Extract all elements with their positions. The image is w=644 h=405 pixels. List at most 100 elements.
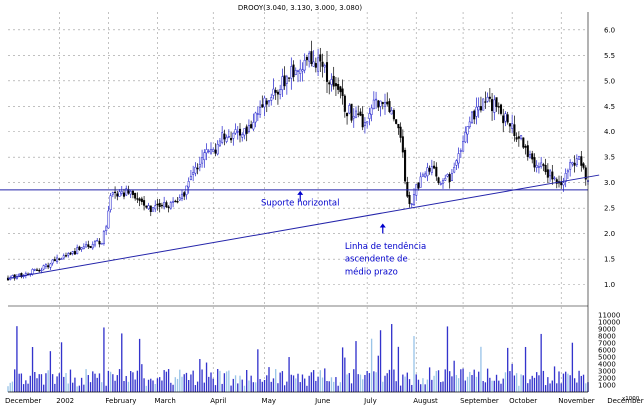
candle-body	[265, 100, 268, 105]
candle-body	[305, 57, 308, 61]
candle-body	[102, 231, 105, 244]
price-tick-label: 2.0	[604, 230, 615, 238]
candle-body	[247, 124, 250, 132]
candle-body	[575, 158, 578, 166]
x-tick-label: June	[314, 397, 330, 405]
candle-body	[6, 277, 10, 281]
candle-body	[116, 193, 119, 197]
candle-body	[230, 137, 233, 141]
candle-body	[424, 173, 427, 178]
annotation-arrowhead	[297, 190, 304, 195]
candle-body	[93, 240, 97, 246]
candle-body	[189, 176, 192, 180]
candle-body	[354, 110, 358, 118]
candle-body	[198, 163, 201, 168]
candle-body	[502, 115, 505, 124]
candle-body	[508, 123, 511, 127]
volume-tick-label: 10000	[598, 319, 620, 327]
candle-body	[285, 76, 288, 84]
candle-body	[20, 273, 23, 278]
candle-body	[259, 107, 262, 115]
candle-body	[542, 164, 545, 166]
candle-body	[38, 270, 41, 272]
candle-body	[339, 86, 342, 93]
candle-body	[511, 123, 514, 129]
candle-body	[236, 131, 239, 133]
candle-body	[227, 136, 230, 138]
candle-body	[158, 203, 161, 208]
candle-body	[513, 124, 516, 136]
candle-body	[165, 202, 168, 208]
candle-body	[292, 64, 295, 78]
candle-body	[267, 100, 271, 103]
candle-body	[163, 202, 166, 208]
candle-body	[89, 245, 92, 249]
x-tick-label: December	[5, 397, 41, 405]
candle-body	[122, 192, 126, 197]
candle-body	[448, 174, 451, 182]
x-tick-label: December	[607, 397, 643, 405]
candle-body	[578, 155, 581, 160]
candle-body	[111, 192, 114, 195]
candle-body	[332, 75, 335, 87]
candle-body	[118, 191, 121, 197]
candle-body	[421, 174, 424, 177]
candle-body	[553, 177, 556, 179]
volume-tick-label: 1000	[598, 382, 616, 390]
candle-body	[477, 106, 480, 111]
candle-body	[437, 177, 440, 184]
candle-body	[270, 97, 273, 101]
candle-body	[87, 244, 90, 247]
candle-body	[386, 101, 389, 105]
candle-body	[276, 91, 279, 95]
candle-body	[13, 274, 16, 279]
candle-body	[334, 83, 337, 87]
candle-body	[234, 129, 237, 134]
candle-body	[520, 135, 523, 139]
candle-body	[446, 174, 449, 177]
candle-body	[428, 167, 431, 172]
candle-body	[359, 111, 362, 116]
candle-body	[96, 239, 99, 242]
volume-bars	[7, 324, 589, 392]
candle-body	[495, 97, 498, 107]
volume-tick-label: 5000	[598, 354, 616, 362]
candle-body	[533, 157, 536, 168]
candle-body	[491, 99, 494, 112]
candle-body	[35, 269, 39, 271]
x-tick-label: September	[460, 397, 499, 405]
candle-body	[488, 96, 491, 99]
candle-body	[245, 126, 248, 134]
annotation-arrowhead	[379, 223, 386, 228]
candle-body	[243, 128, 246, 136]
candle-body	[506, 114, 509, 123]
volume-tick-label: 8000	[598, 333, 616, 341]
candle-body	[196, 167, 199, 170]
candle-body	[566, 170, 569, 173]
candle-body	[156, 203, 159, 206]
candle-body	[573, 162, 576, 166]
trend-line	[7, 174, 600, 279]
volume-tick-label: 2000	[598, 375, 616, 383]
candle-body	[470, 111, 474, 123]
candle-body	[417, 182, 420, 189]
candle-body	[555, 179, 558, 184]
candle-body	[569, 162, 572, 170]
candle-body	[433, 165, 436, 169]
candle-body	[361, 114, 364, 128]
candle-body	[47, 265, 50, 268]
candle-body	[138, 198, 141, 201]
candle-body	[370, 107, 373, 115]
candle-body	[562, 182, 565, 186]
candle-body	[493, 99, 496, 113]
candle-body	[299, 68, 302, 74]
candle-body	[392, 110, 395, 120]
candle-body	[337, 84, 340, 90]
candle-body	[314, 63, 317, 68]
price-tick-label: 4.0	[604, 128, 615, 136]
candle-body	[549, 170, 552, 177]
candle-body	[82, 246, 85, 249]
candle-body	[571, 162, 574, 165]
candle-body	[457, 153, 460, 164]
candle-body	[582, 163, 585, 168]
